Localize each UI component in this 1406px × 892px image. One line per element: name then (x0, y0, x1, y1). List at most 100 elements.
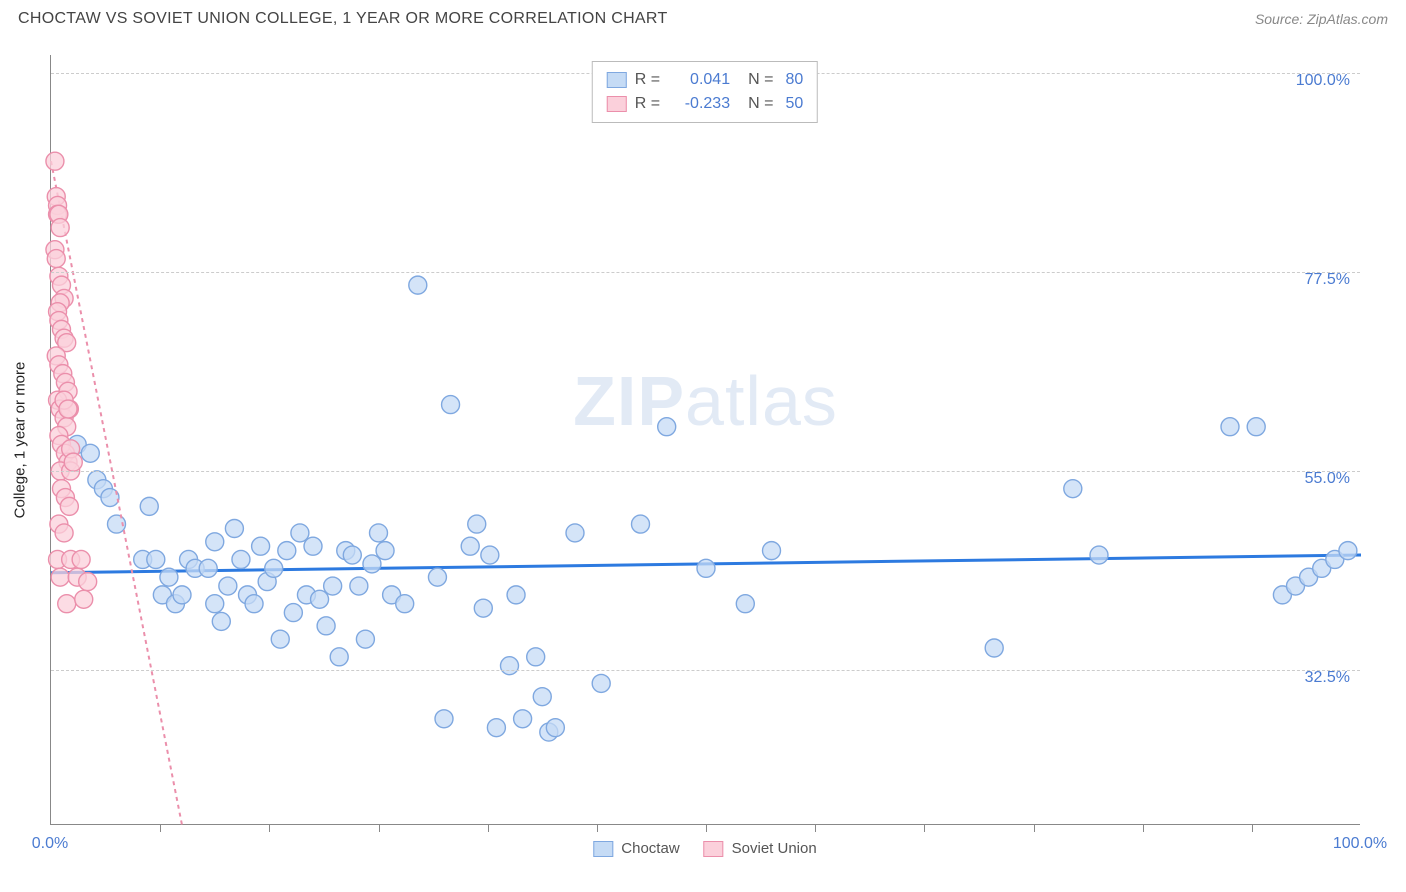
data-point (304, 537, 322, 555)
data-point (160, 568, 178, 586)
data-point (265, 559, 283, 577)
data-point (252, 537, 270, 555)
data-point (173, 586, 191, 604)
data-point (697, 559, 715, 577)
data-point (468, 515, 486, 533)
data-point (487, 719, 505, 737)
data-point (317, 617, 335, 635)
legend-row: R =-0.233N =50 (607, 92, 803, 116)
data-point (51, 568, 69, 586)
data-point (60, 497, 78, 515)
data-point (58, 595, 76, 613)
data-point (428, 568, 446, 586)
x-tick (1252, 824, 1253, 832)
data-point (55, 524, 73, 542)
data-point (435, 710, 453, 728)
legend-swatch (704, 841, 724, 857)
x-tick (706, 824, 707, 832)
y-tick-label: 32.5% (1305, 669, 1350, 687)
data-point (501, 657, 519, 675)
data-point (632, 515, 650, 533)
data-point (533, 688, 551, 706)
y-axis-label: College, 1 year or more (12, 362, 29, 519)
data-point (51, 219, 69, 237)
data-point (206, 533, 224, 551)
legend-item: Soviet Union (704, 840, 817, 857)
data-point (658, 418, 676, 436)
data-point (461, 537, 479, 555)
data-point (546, 719, 564, 737)
x-tick (269, 824, 270, 832)
data-point (206, 595, 224, 613)
data-point (1064, 480, 1082, 498)
legend-row: R =0.041N =80 (607, 68, 803, 92)
data-point (343, 546, 361, 564)
correlation-legend: R =0.041N =80R =-0.233N =50 (592, 61, 818, 123)
x-tick (1143, 824, 1144, 832)
legend-swatch (607, 96, 627, 112)
x-tick (379, 824, 380, 832)
header: CHOCTAW VS SOVIET UNION COLLEGE, 1 YEAR … (0, 0, 1406, 32)
plot-box: ZIPatlas (50, 55, 1360, 825)
data-point (284, 604, 302, 622)
data-point (72, 550, 90, 568)
data-point (232, 550, 250, 568)
n-label: N = (748, 92, 773, 116)
data-point (64, 453, 82, 471)
source-label: Source: ZipAtlas.com (1255, 11, 1388, 27)
data-point (140, 497, 158, 515)
r-value: -0.233 (672, 92, 730, 116)
data-point (370, 524, 388, 542)
data-point (1221, 418, 1239, 436)
data-point (225, 520, 243, 538)
data-point (79, 573, 97, 591)
data-point (219, 577, 237, 595)
data-point (59, 400, 77, 418)
data-point (363, 555, 381, 573)
legend-item: Choctaw (593, 840, 679, 857)
plot-area: College, 1 year or more ZIPatlas R =0.04… (50, 55, 1360, 825)
data-point (481, 546, 499, 564)
legend-label: Choctaw (621, 840, 679, 857)
data-point (527, 648, 545, 666)
data-point (592, 674, 610, 692)
data-point (271, 630, 289, 648)
x-tick-label: 100.0% (1333, 835, 1387, 853)
x-tick (1034, 824, 1035, 832)
x-tick-label: 0.0% (32, 835, 68, 853)
y-tick-label: 100.0% (1296, 72, 1350, 90)
data-point (47, 250, 65, 268)
data-point (350, 577, 368, 595)
x-tick (488, 824, 489, 832)
gridline (51, 272, 1360, 273)
data-point (212, 612, 230, 630)
data-point (356, 630, 374, 648)
r-label: R = (635, 92, 660, 116)
n-label: N = (748, 68, 773, 92)
data-point (1090, 546, 1108, 564)
legend-label: Soviet Union (732, 840, 817, 857)
data-point (311, 590, 329, 608)
data-point (1339, 542, 1357, 560)
data-point (409, 276, 427, 294)
data-point (396, 595, 414, 613)
r-label: R = (635, 68, 660, 92)
n-value: 80 (785, 68, 803, 92)
data-point (474, 599, 492, 617)
data-point (376, 542, 394, 560)
data-point (46, 152, 64, 170)
legend-swatch (593, 841, 613, 857)
data-point (75, 590, 93, 608)
data-point (324, 577, 342, 595)
data-point (199, 559, 217, 577)
data-point (330, 648, 348, 666)
data-point (245, 595, 263, 613)
gridline (51, 670, 1360, 671)
data-point (566, 524, 584, 542)
data-point (147, 550, 165, 568)
scatter-svg (51, 55, 1360, 824)
data-point (1247, 418, 1265, 436)
series-legend: Choctaw Soviet Union (593, 840, 816, 857)
y-tick-label: 77.5% (1305, 271, 1350, 289)
data-point (278, 542, 296, 560)
